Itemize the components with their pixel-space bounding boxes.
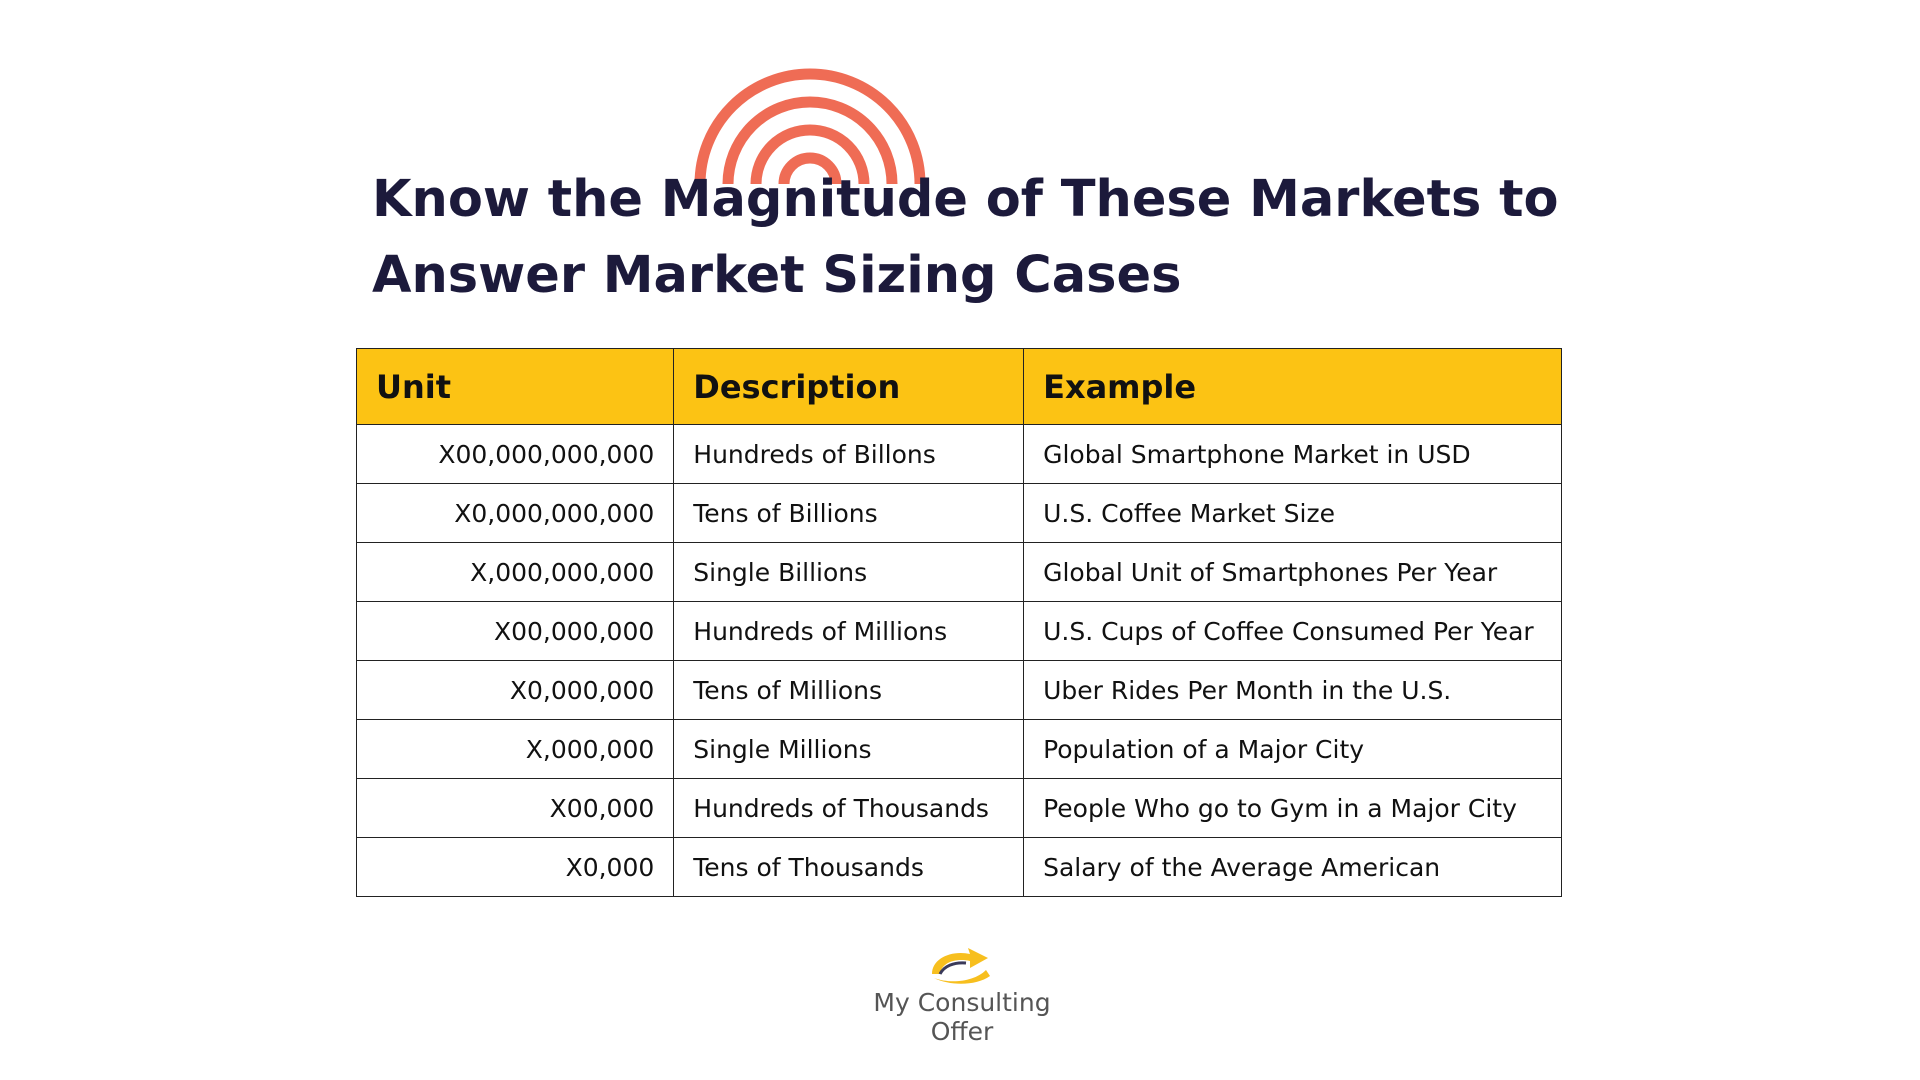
example-cell: U.S. Coffee Market Size — [1023, 483, 1562, 543]
example-cell: Uber Rides Per Month in the U.S. — [1023, 660, 1562, 720]
header-description: Description — [673, 348, 1025, 425]
table-row: X0,000,000 Tens of Millions Uber Rides P… — [355, 660, 1562, 720]
title-line-2: Answer Market Sizing Cases — [372, 246, 1182, 305]
example-cell: Global Unit of Smartphones Per Year — [1023, 542, 1562, 602]
unit-cell: X,000,000,000 — [355, 542, 675, 602]
brand-logo[interactable]: My Consulting Offer — [842, 944, 1082, 1046]
table-row: X,000,000,000 Single Billions Global Uni… — [355, 542, 1562, 602]
table-row: X00,000 Hundreds of Thousands People Who… — [355, 778, 1562, 838]
table-row: X00,000,000 Hundreds of Millions U.S. Cu… — [355, 601, 1562, 661]
market-magnitude-table: Unit Description Example X00,000,000,000… — [355, 348, 1562, 897]
example-cell: People Who go to Gym in a Major City — [1023, 778, 1562, 838]
header-unit: Unit — [355, 348, 675, 425]
concentric-arcs-icon — [694, 68, 926, 184]
unit-cell: X00,000 — [355, 778, 675, 838]
example-cell: Salary of the Average American — [1023, 837, 1562, 897]
description-cell: Tens of Billions — [673, 483, 1025, 543]
description-cell: Single Millions — [673, 719, 1025, 779]
example-cell: U.S. Cups of Coffee Consumed Per Year — [1023, 601, 1562, 661]
example-cell: Population of a Major City — [1023, 719, 1562, 779]
table-row: X00,000,000,000 Hundreds of Billons Glob… — [355, 424, 1562, 484]
description-cell: Hundreds of Billons — [673, 424, 1025, 484]
brand-name: My Consulting Offer — [873, 988, 1051, 1046]
description-cell: Hundreds of Thousands — [673, 778, 1025, 838]
table-row: X0,000 Tens of Thousands Salary of the A… — [355, 837, 1562, 897]
table-row: X,000,000 Single Millions Population of … — [355, 719, 1562, 779]
table-row: X0,000,000,000 Tens of Billions U.S. Cof… — [355, 483, 1562, 543]
unit-cell: X0,000,000 — [355, 660, 675, 720]
swoosh-arrow-icon — [932, 948, 990, 984]
description-cell: Tens of Thousands — [673, 837, 1025, 897]
description-cell: Single Billions — [673, 542, 1025, 602]
page-title: Know the Magnitude of These Markets to A… — [372, 162, 1559, 314]
description-cell: Hundreds of Millions — [673, 601, 1025, 661]
title-line-1: Know the Magnitude of These Markets to — [372, 170, 1559, 229]
table-header-row: Unit Description Example — [355, 348, 1562, 425]
unit-cell: X,000,000 — [355, 719, 675, 779]
description-cell: Tens of Millions — [673, 660, 1025, 720]
unit-cell: X00,000,000 — [355, 601, 675, 661]
unit-cell: X0,000 — [355, 837, 675, 897]
unit-cell: X00,000,000,000 — [355, 424, 675, 484]
header-example: Example — [1023, 348, 1562, 425]
example-cell: Global Smartphone Market in USD — [1023, 424, 1562, 484]
unit-cell: X0,000,000,000 — [355, 483, 675, 543]
